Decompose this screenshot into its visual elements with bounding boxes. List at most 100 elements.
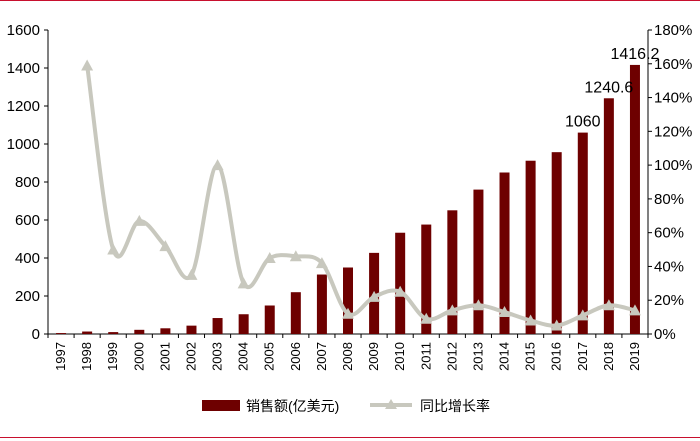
growth-marker-2013 — [472, 299, 485, 311]
x-tick-label: 2011 — [418, 342, 433, 370]
growth-marker-2002 — [185, 268, 198, 280]
bar-2003 — [212, 318, 223, 334]
x-tick-label: 2010 — [392, 342, 407, 371]
growth-marker-1998 — [81, 59, 94, 71]
left-y-tick-label: 1600 — [7, 22, 40, 39]
legend-bar-swatch — [202, 400, 240, 411]
bar-2011 — [421, 224, 432, 334]
bar-2019 — [629, 64, 640, 334]
x-tick-label: 1997 — [53, 342, 68, 371]
growth-marker-2012 — [446, 304, 459, 316]
bar-2004 — [238, 314, 249, 334]
right-y-tick-label: 180% — [654, 22, 692, 39]
growth-marker-2007 — [315, 257, 328, 269]
legend-bar-label: 销售额(亿美元) — [246, 398, 339, 414]
x-tick-label: 2014 — [497, 342, 512, 371]
x-tick-label: 2012 — [444, 342, 459, 371]
legend-line-marker — [385, 399, 397, 409]
x-tick-label: 2006 — [288, 342, 303, 371]
legend-line-label: 同比增长率 — [420, 398, 490, 414]
right-y-tick-label: 80% — [654, 191, 684, 208]
growth-marker-2018 — [602, 299, 615, 311]
x-tick-label: 2018 — [601, 342, 616, 371]
bar-1997 — [56, 333, 67, 334]
bar-2006 — [290, 292, 301, 334]
growth-marker-2005 — [263, 252, 276, 263]
bar-2000 — [134, 329, 145, 334]
left-y-tick-label: 1400 — [7, 60, 40, 77]
growth-marker-2001 — [159, 240, 172, 252]
data-label-2019: 1416.2 — [610, 46, 659, 63]
bar-1998 — [82, 331, 93, 334]
growth-marker-2015 — [524, 314, 537, 326]
bar-2014 — [499, 172, 510, 334]
data-label-2018: 1240.6 — [584, 79, 633, 96]
right-y-tick-label: 140% — [654, 90, 692, 107]
right-y-tick-label: 0% — [654, 326, 676, 343]
x-tick-label: 2001 — [157, 342, 172, 371]
axes: 0 200 400 600 800 1000 1200 1400 1600 0% 20% 40% 60%… — [7, 22, 693, 371]
x-tick-label: 2008 — [340, 342, 355, 371]
right-y-tick-label: 100% — [654, 157, 692, 174]
x-tick-label: 2007 — [314, 342, 329, 371]
bar-2007 — [316, 274, 327, 334]
x-tick-label: 1999 — [105, 342, 120, 371]
x-tick-label: 2009 — [366, 342, 381, 371]
bar-2002 — [186, 325, 197, 334]
x-tick-label: 1998 — [79, 342, 94, 371]
right-y-tick-label: 40% — [654, 258, 684, 275]
growth-marker-2003 — [211, 159, 224, 171]
right-y-tick-label: 160% — [654, 56, 692, 73]
left-y-tick-label: 800 — [15, 174, 40, 191]
bar-2012 — [447, 210, 458, 334]
growth-marker-2000 — [133, 214, 146, 226]
growth-marker-2010 — [394, 285, 407, 297]
growth-marker-2017 — [576, 309, 589, 321]
data-label-2017: 1060 — [565, 114, 601, 131]
frame-top-line — [0, 0, 700, 1]
left-y-tick-label: 0 — [32, 326, 40, 343]
bar-2018 — [603, 98, 614, 334]
x-tick-label: 2002 — [183, 342, 198, 371]
growth-marker-2008 — [342, 307, 354, 319]
x-tick-label: 2003 — [210, 342, 225, 371]
growth-marker-2006 — [289, 250, 302, 262]
x-tick-label: 2000 — [131, 342, 146, 371]
growth-marker-2016 — [550, 319, 563, 331]
right-y-tick-label: 120% — [654, 123, 692, 140]
left-y-tick-label: 600 — [15, 212, 40, 229]
growth-marker-2009 — [368, 290, 381, 302]
left-y-tick-label: 200 — [15, 288, 40, 305]
growth-marker-2004 — [237, 277, 250, 289]
bar-2016 — [551, 152, 562, 334]
x-tick-label: 2019 — [627, 342, 642, 371]
x-tick-label: 2015 — [523, 342, 538, 371]
growth-marker-1999 — [107, 243, 120, 255]
x-tick-label: 2005 — [262, 342, 277, 371]
x-tick-label: 2016 — [549, 342, 564, 371]
x-tick-label: 2017 — [575, 342, 590, 371]
frame-bottom-line — [0, 437, 700, 438]
right-y-tick-label: 20% — [654, 292, 684, 309]
growth-marker-2019 — [628, 304, 641, 316]
bars-group — [56, 64, 640, 334]
left-y-tick-label: 1200 — [7, 98, 40, 115]
growth-marker-2014 — [498, 306, 511, 318]
bar-1999 — [108, 332, 119, 334]
x-tick-label: 2013 — [470, 342, 485, 371]
bar-2010 — [395, 232, 406, 334]
legend: 销售额(亿美元) 同比增长率 — [202, 398, 490, 414]
growth-marker-2011 — [420, 312, 433, 324]
bar-2017 — [577, 132, 588, 334]
left-y-tick-label: 400 — [15, 250, 40, 267]
bar-2001 — [160, 328, 171, 334]
x-tick-label: 2004 — [236, 342, 251, 371]
bar-2008 — [343, 267, 353, 334]
left-y-tick-label: 1000 — [7, 136, 40, 153]
growth-line-group — [81, 59, 641, 331]
bar-2013 — [473, 189, 484, 334]
data-labels-group: 1060 1240.6 1416.2 — [565, 46, 660, 131]
bar-2005 — [264, 305, 275, 334]
right-y-tick-label: 60% — [654, 225, 684, 242]
